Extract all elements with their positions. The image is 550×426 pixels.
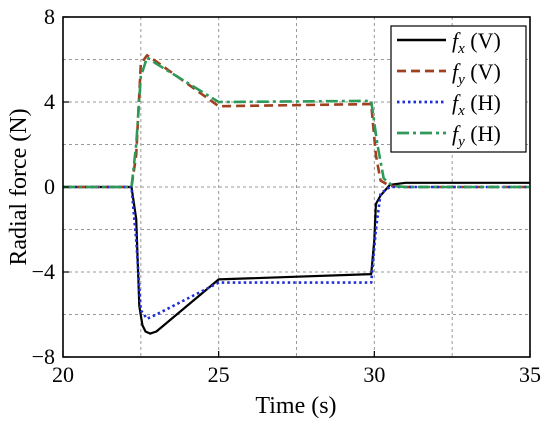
axis-ticks: 20 25 30 35 −8 −4 0 4 8 bbox=[32, 4, 541, 387]
x-tick-label: 20 bbox=[52, 362, 74, 387]
x-tick-label: 25 bbox=[208, 362, 230, 387]
legend-label: fy (H) bbox=[452, 121, 501, 150]
y-tick-label: 4 bbox=[44, 89, 55, 114]
x-axis-label: Time (s) bbox=[255, 393, 336, 419]
data-series bbox=[63, 53, 530, 335]
x-tick-label: 35 bbox=[519, 362, 541, 387]
series-line-4 bbox=[63, 56, 530, 189]
y-tick-label: −8 bbox=[32, 344, 55, 369]
y-axis-label: Radial force (N) bbox=[6, 108, 32, 265]
x-tick-label: 30 bbox=[363, 362, 385, 387]
legend-label: fy (V) bbox=[452, 59, 501, 88]
y-tick-label: 8 bbox=[44, 4, 55, 29]
y-tick-label: 0 bbox=[44, 174, 55, 199]
legend-label: fx (H) bbox=[452, 90, 501, 119]
legend: fx (V)fy (V)fx (H)fy (H) bbox=[390, 25, 527, 153]
series-line-3 bbox=[63, 185, 530, 321]
legend-label: fx (V) bbox=[452, 28, 501, 57]
legend-box bbox=[390, 25, 527, 153]
y-tick-label: −4 bbox=[32, 259, 55, 284]
